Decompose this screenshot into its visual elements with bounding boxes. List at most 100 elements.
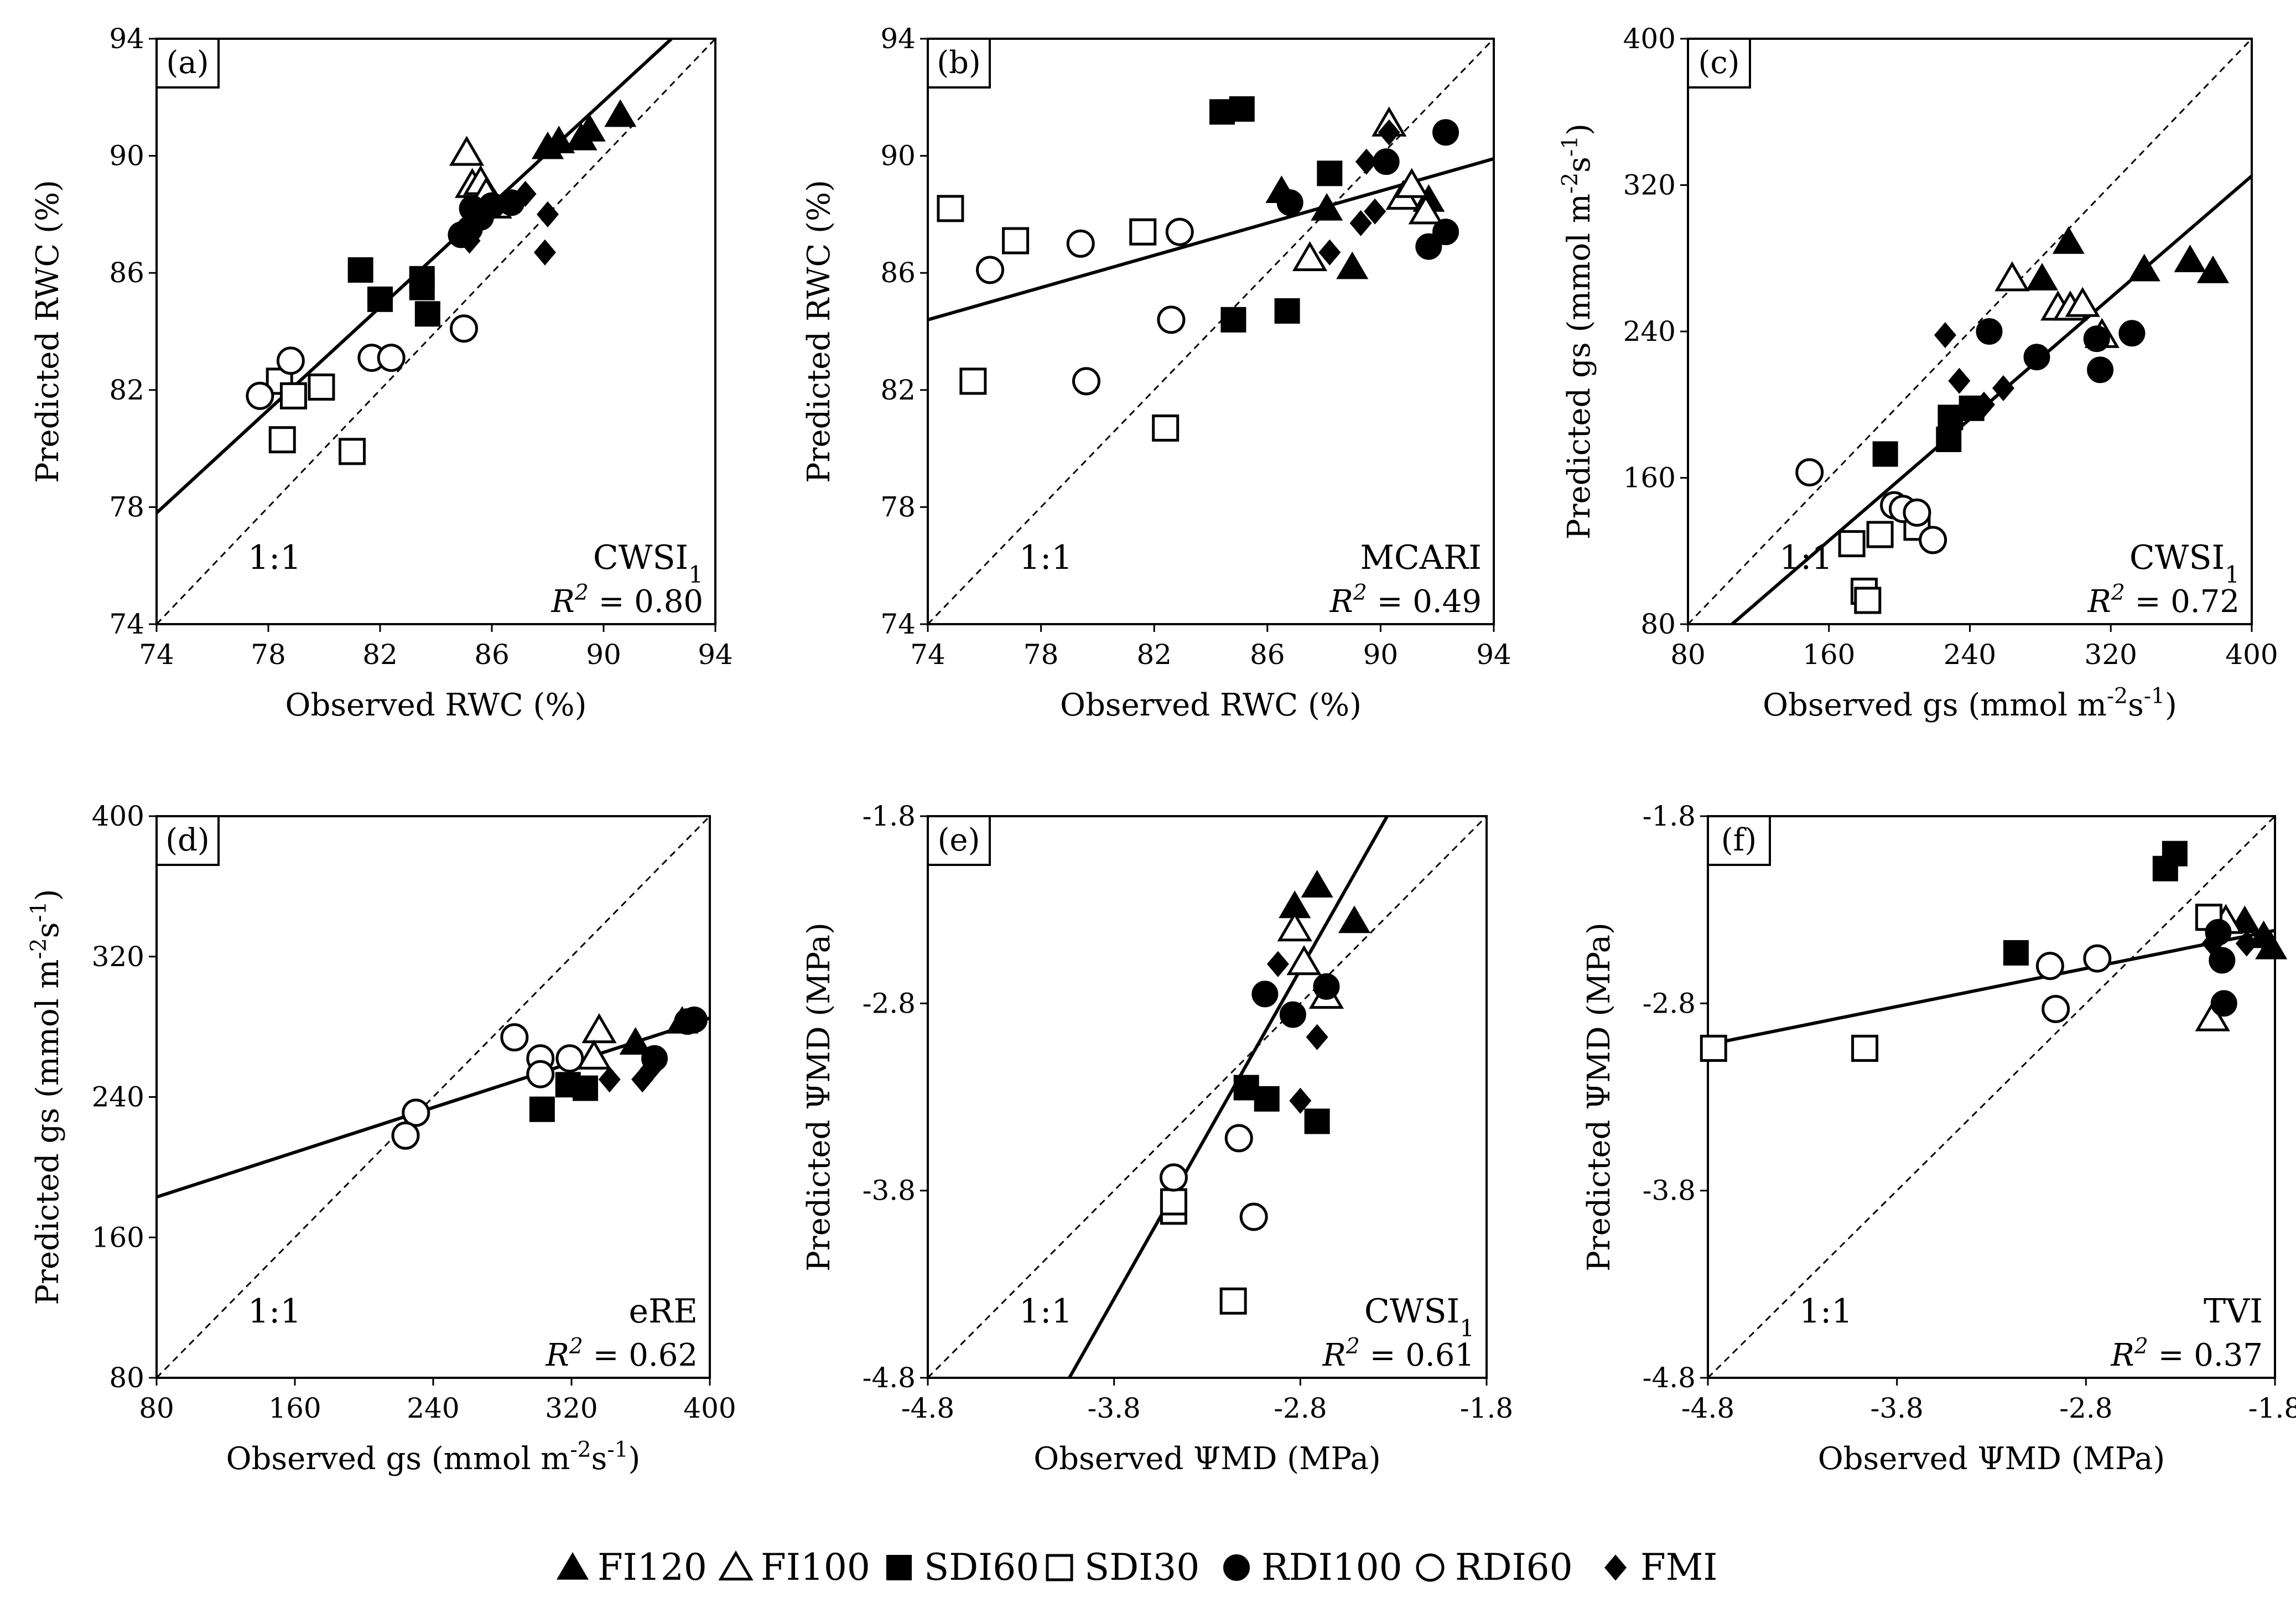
panel-label-box xyxy=(155,815,220,866)
series-SDI60 xyxy=(529,1072,598,1122)
y-tick-label: 94 xyxy=(109,23,144,55)
series-SDI60 xyxy=(1209,96,1343,333)
data-point-fi120 xyxy=(2174,245,2206,272)
x-axis-label: Observed gs (mmol m-2s-1) xyxy=(1763,684,2177,724)
series-RDI100 xyxy=(1976,318,2146,383)
data-point-rdi100 xyxy=(2210,990,2237,1017)
one-to-one-label: 1:1 xyxy=(248,538,302,577)
panel-d: 80 160 240 320 400 80 160 240 320 400 Observed gs … xyxy=(27,800,736,1477)
data-point-sdi60 xyxy=(2162,841,2188,867)
y-tick-label: 400 xyxy=(1623,23,1676,55)
r2-label: R2 = 0.61 xyxy=(1322,1334,1474,1374)
data-point-fi120 xyxy=(1311,193,1343,221)
data-point-fmi xyxy=(1266,951,1289,977)
series-FMI xyxy=(1934,322,2015,418)
data-point-rdi100 xyxy=(1976,318,2003,345)
x-tick-label: -1.8 xyxy=(1460,1392,1513,1424)
plot-frame xyxy=(927,815,1488,1379)
data-point-sdi60 xyxy=(1936,427,1962,453)
data-point-fmi xyxy=(458,227,481,254)
x-tick-label: 74 xyxy=(139,639,174,671)
index-label: eRE xyxy=(629,1292,698,1331)
one-to-one-label: 1:1 xyxy=(1779,538,1833,577)
x-tick-label: 400 xyxy=(2225,639,2278,671)
data-point-fmi xyxy=(1318,239,1341,266)
series-RDI60 xyxy=(1159,1124,1268,1231)
data-point-fi100 xyxy=(2195,1001,2230,1031)
panel-label: (b) xyxy=(937,45,981,81)
y-tick-label: 160 xyxy=(1623,462,1676,494)
data-point-rdi100 xyxy=(2209,947,2236,974)
data-point-fi120 xyxy=(543,126,575,153)
x-tick-label: 94 xyxy=(1476,639,1511,671)
data-point-fi100 xyxy=(1394,168,1430,198)
data-point-rdi60 xyxy=(1903,498,1931,527)
data-point-sdi30 xyxy=(1152,414,1180,442)
data-point-fi120 xyxy=(604,99,637,127)
y-tick-label: 74 xyxy=(880,608,916,640)
legend-marker-rdi60 xyxy=(1416,1553,1445,1582)
panel-label: (f) xyxy=(1721,822,1757,858)
regression-line xyxy=(928,157,1494,321)
series-RDI60 xyxy=(2035,944,2112,1023)
panel-e: -4.8 -3.8 -2.8 -1.8 -4.8 -3.8 -2.8 -1.8 Observed… xyxy=(801,800,1513,1477)
y-tick-label: 240 xyxy=(1623,315,1676,347)
data-point-fi100 xyxy=(449,136,485,166)
one-to-one-line xyxy=(157,816,710,1378)
data-point-fmi xyxy=(1992,375,2015,402)
y-tick-label: 90 xyxy=(880,140,916,172)
series-RDI100 xyxy=(1276,119,1459,260)
data-point-fmi xyxy=(2201,930,2224,957)
r2-label: R2 = 0.62 xyxy=(546,1334,698,1374)
x-tick-label: 240 xyxy=(1944,639,1996,671)
data-point-sdi30 xyxy=(959,367,987,395)
x-tick-label: 78 xyxy=(251,639,286,671)
data-point-rdi60 xyxy=(1072,367,1100,396)
one-to-one-line xyxy=(157,39,715,624)
x-tick-label: 86 xyxy=(1250,639,1285,671)
data-point-sdi30 xyxy=(1129,218,1157,246)
legend-marker-sdi60 xyxy=(886,1555,912,1580)
data-point-fmi xyxy=(1948,367,1971,394)
panel-label-box xyxy=(155,38,220,89)
data-point-fmi xyxy=(1306,1024,1328,1050)
y-tick-label: 160 xyxy=(92,1221,144,1253)
data-point-rdi60 xyxy=(246,381,274,410)
legend-marker-fi100 xyxy=(718,1550,754,1581)
data-point-sdi60 xyxy=(1254,1086,1280,1112)
data-point-rdi100 xyxy=(681,1006,708,1033)
data-point-rdi60 xyxy=(526,1060,555,1088)
data-point-rdi100 xyxy=(2087,356,2114,383)
data-point-rdi60 xyxy=(555,1044,584,1073)
data-point-rdi60 xyxy=(1066,229,1095,258)
legend-marker-fi120 xyxy=(556,1552,589,1580)
legend-label: RDI60 xyxy=(1455,1546,1573,1589)
y-tick-label: 90 xyxy=(109,140,144,172)
index-label: TVI xyxy=(2204,1292,2263,1331)
data-point-rdi60 xyxy=(1165,217,1194,246)
data-point-fi100 xyxy=(2065,287,2100,317)
data-point-sdi30 xyxy=(1002,227,1030,255)
data-point-sdi30 xyxy=(1160,1188,1187,1216)
data-point-sdi60 xyxy=(1317,160,1343,186)
panel-label: (e) xyxy=(938,822,980,858)
series-FMI xyxy=(2201,930,2258,957)
legend-marker-sdi30 xyxy=(1046,1554,1073,1581)
x-tick-label: -1.8 xyxy=(2248,1392,2296,1424)
panel-label: (c) xyxy=(1698,45,1739,81)
y-tick-label: -2.8 xyxy=(1643,987,1696,1019)
one-to-one-line xyxy=(928,816,1487,1378)
data-point-sdi60 xyxy=(529,1096,555,1122)
data-point-fmi xyxy=(533,239,556,266)
data-point-sdi60 xyxy=(347,257,373,283)
data-point-sdi60 xyxy=(573,1075,598,1101)
series-RDI100 xyxy=(448,189,525,248)
data-point-sdi60 xyxy=(414,301,440,327)
data-point-rdi60 xyxy=(391,1121,420,1150)
one-to-one-label: 1:1 xyxy=(1019,538,1073,577)
data-point-rdi100 xyxy=(1279,1001,1306,1028)
y-axis-label: Predicted gs (mmol m-2s-1) xyxy=(27,889,66,1305)
data-point-sdi30 xyxy=(279,382,307,409)
one-to-one-label: 1:1 xyxy=(1799,1292,1853,1331)
data-point-rdi60 xyxy=(976,256,1005,284)
